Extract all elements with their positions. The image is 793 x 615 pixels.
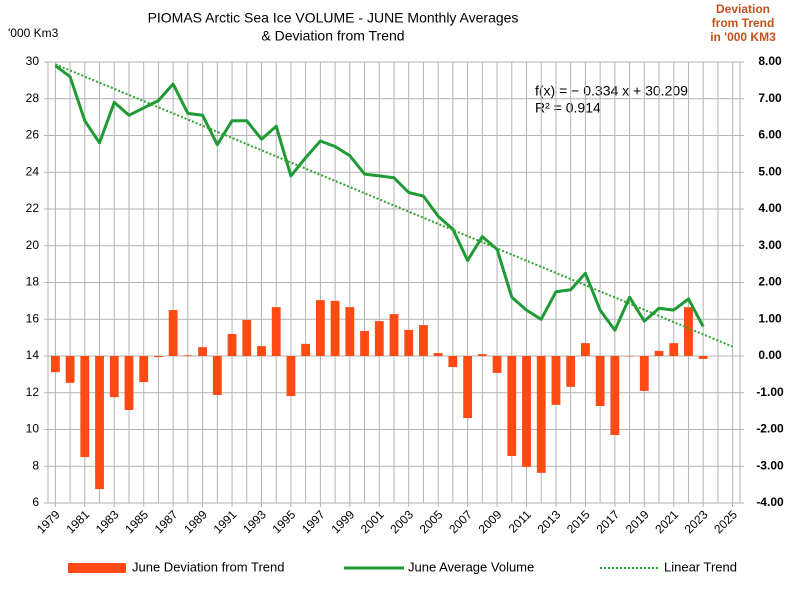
y-tick-label: 12 (26, 385, 40, 399)
bar (50, 356, 60, 373)
bar (271, 307, 281, 356)
y-tick-label: 22 (26, 201, 40, 215)
bar (109, 356, 119, 398)
bar (212, 356, 222, 395)
bar (433, 353, 443, 356)
y2-tick-label: 7.00 (758, 91, 782, 105)
bar (80, 356, 90, 458)
y-tick-label: 16 (26, 311, 40, 325)
bar (669, 343, 679, 356)
y-tick-label: 24 (26, 164, 40, 178)
y2-axis-label: in '000 KM3 (710, 30, 776, 44)
bar (345, 307, 355, 356)
bar (257, 346, 266, 356)
legend-label: June Deviation from Trend (132, 559, 284, 574)
bar (404, 329, 414, 356)
bar (154, 356, 163, 358)
legend-label: June Average Volume (408, 559, 534, 574)
bar (522, 356, 531, 467)
y2-tick-label: -3.00 (756, 458, 784, 472)
bar (360, 331, 369, 356)
chart-title: PIOMAS Arctic Sea Ice VOLUME - JUNE Mont… (148, 10, 519, 26)
bar (684, 307, 693, 356)
bar (183, 355, 193, 356)
bar (625, 356, 634, 357)
bar (330, 300, 340, 356)
bar (95, 356, 104, 490)
y-tick-label: 8 (32, 458, 39, 472)
y-tick-label: 20 (26, 238, 40, 252)
bar (595, 356, 605, 406)
bar (463, 356, 473, 419)
y2-tick-label: 0.00 (758, 348, 782, 362)
legend-label: Linear Trend (664, 559, 737, 574)
bar (301, 343, 311, 356)
legend-swatch (68, 563, 126, 573)
y-tick-label: 26 (26, 128, 40, 142)
bar (698, 356, 708, 359)
bar (492, 356, 502, 373)
bar (536, 356, 546, 473)
y-tick-label: 18 (26, 275, 40, 289)
y-tick-label: 6 (32, 495, 39, 509)
bar (242, 319, 252, 356)
chart-subtitle: & Deviation from Trend (261, 28, 404, 44)
line (54, 64, 705, 332)
bar (580, 343, 590, 356)
y2-axis-label: Deviation (716, 2, 770, 16)
bar (227, 333, 237, 356)
bar (419, 325, 428, 356)
bar (448, 356, 458, 368)
plot-border (47, 61, 741, 504)
y-tick-label: 28 (26, 91, 40, 105)
bar (374, 321, 384, 356)
bar (65, 356, 75, 383)
y2-tick-label: 3.00 (758, 238, 782, 252)
y2-tick-label: 6.00 (758, 128, 782, 142)
bar (566, 356, 576, 387)
y-axis-label: '000 Km3 (8, 26, 59, 40)
annotation: R² = 0.914 (535, 100, 601, 116)
bar (389, 314, 399, 356)
y2-tick-label: -2.00 (756, 422, 784, 436)
bar (551, 356, 561, 405)
y-tick-label: 30 (26, 54, 40, 68)
y2-tick-label: -1.00 (756, 385, 784, 399)
bar (198, 347, 208, 356)
y2-tick-label: 1.00 (758, 311, 782, 325)
bar (654, 350, 664, 356)
bar (286, 356, 296, 397)
y2-tick-label: 5.00 (758, 164, 782, 178)
bar (168, 310, 178, 356)
y-tick-label: 10 (26, 422, 40, 436)
y2-tick-label: 8.00 (758, 54, 782, 68)
bar (477, 354, 487, 356)
bar (639, 356, 649, 391)
bar (315, 300, 325, 356)
annotation: f(x) = − 0.334 x + 30.209 (535, 83, 688, 99)
y2-tick-label: -4.00 (756, 495, 784, 509)
y2-tick-label: 2.00 (758, 275, 782, 289)
y-tick-label: 14 (26, 348, 40, 362)
bar (507, 356, 517, 456)
y2-tick-label: 4.00 (758, 201, 782, 215)
bar (139, 356, 149, 383)
y2-axis-label: from Trend (712, 16, 775, 30)
bar (124, 356, 134, 411)
bar (610, 356, 620, 436)
